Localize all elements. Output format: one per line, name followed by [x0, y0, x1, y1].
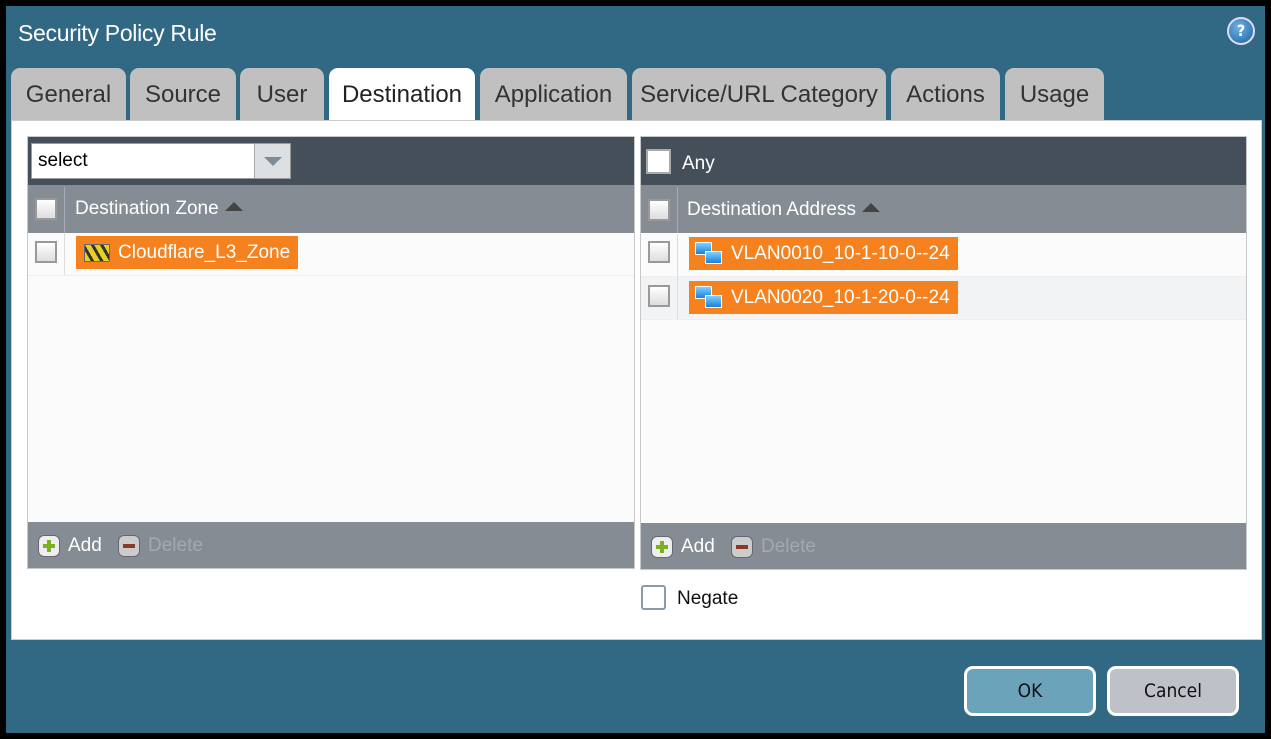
- sort-ascending-icon: [862, 203, 880, 212]
- table-row[interactable]: VLAN0010_10-1-10-0--24: [641, 234, 1246, 277]
- negate-label: Negate: [677, 588, 739, 609]
- cancel-button[interactable]: Cancel: [1107, 666, 1239, 716]
- delete-zone-button[interactable]: Delete: [118, 534, 203, 558]
- destination-zone-grid: select Destination Zone Cloudflare_L3_Zo…: [27, 136, 635, 569]
- select-all-zones-checkbox[interactable]: [35, 198, 57, 220]
- select-all-addresses-checkbox[interactable]: [648, 199, 670, 221]
- zone-toolbar: select: [28, 137, 634, 185]
- dialog-title: Security Policy Rule: [18, 20, 217, 46]
- ok-button[interactable]: OK: [964, 666, 1096, 716]
- plus-icon: [38, 535, 60, 557]
- plus-icon: [651, 536, 673, 558]
- table-row[interactable]: VLAN0020_10-1-20-0--24: [641, 277, 1246, 320]
- security-policy-rule-dialog: Security Policy Rule ? General Source Us…: [6, 6, 1265, 733]
- tab-destination[interactable]: Destination: [329, 68, 475, 121]
- zone-icon: [84, 244, 110, 262]
- address-object-icon: [695, 286, 725, 310]
- zone-select-value: select: [38, 150, 88, 171]
- row-checkbox[interactable]: [648, 241, 670, 263]
- minus-icon: [118, 535, 140, 557]
- tab-actions[interactable]: Actions: [891, 68, 1000, 120]
- row-checkbox[interactable]: [35, 241, 57, 263]
- address-name: VLAN0010_10-1-10-0--24: [731, 243, 950, 264]
- tab-application[interactable]: Application: [480, 68, 627, 120]
- address-toolbar: Any: [641, 137, 1246, 185]
- minus-icon: [731, 536, 753, 558]
- any-checkbox[interactable]: [646, 149, 671, 174]
- address-tag[interactable]: VLAN0010_10-1-10-0--24: [689, 237, 958, 270]
- chevron-down-icon[interactable]: [254, 144, 290, 178]
- zone-column-header[interactable]: Destination Zone: [28, 185, 634, 233]
- zone-tag[interactable]: Cloudflare_L3_Zone: [76, 236, 299, 269]
- tab-content: select Destination Zone Cloudflare_L3_Zo…: [11, 120, 1262, 640]
- tab-service-url-category[interactable]: Service/URL Category: [632, 68, 886, 120]
- row-checkbox[interactable]: [648, 285, 670, 307]
- tab-usage[interactable]: Usage: [1005, 68, 1104, 120]
- any-label: Any: [682, 153, 715, 174]
- delete-address-button[interactable]: Delete: [731, 535, 816, 559]
- zone-column-label: Destination Zone: [75, 198, 219, 219]
- zone-select-dropdown[interactable]: select: [31, 143, 291, 179]
- zone-footer: Add Delete: [28, 522, 634, 568]
- destination-address-grid: Any Destination Address VLAN0010_10-1-10…: [640, 136, 1247, 570]
- tab-general[interactable]: General: [11, 68, 126, 120]
- help-icon[interactable]: ?: [1227, 17, 1255, 45]
- address-name: VLAN0020_10-1-20-0--24: [731, 287, 950, 308]
- table-row[interactable]: Cloudflare_L3_Zone: [28, 233, 634, 276]
- sort-ascending-icon: [224, 202, 243, 211]
- address-footer: Add Delete: [641, 523, 1246, 569]
- address-column-label: Destination Address: [687, 199, 856, 220]
- negate-checkbox[interactable]: [641, 585, 666, 610]
- tab-source[interactable]: Source: [130, 68, 236, 120]
- address-column-header[interactable]: Destination Address: [641, 185, 1246, 233]
- add-address-button[interactable]: Add: [651, 535, 715, 559]
- address-tag[interactable]: VLAN0020_10-1-20-0--24: [689, 281, 958, 314]
- add-zone-button[interactable]: Add: [38, 534, 102, 558]
- tab-user[interactable]: User: [240, 68, 324, 120]
- zone-name: Cloudflare_L3_Zone: [118, 242, 291, 263]
- address-object-icon: [695, 242, 725, 266]
